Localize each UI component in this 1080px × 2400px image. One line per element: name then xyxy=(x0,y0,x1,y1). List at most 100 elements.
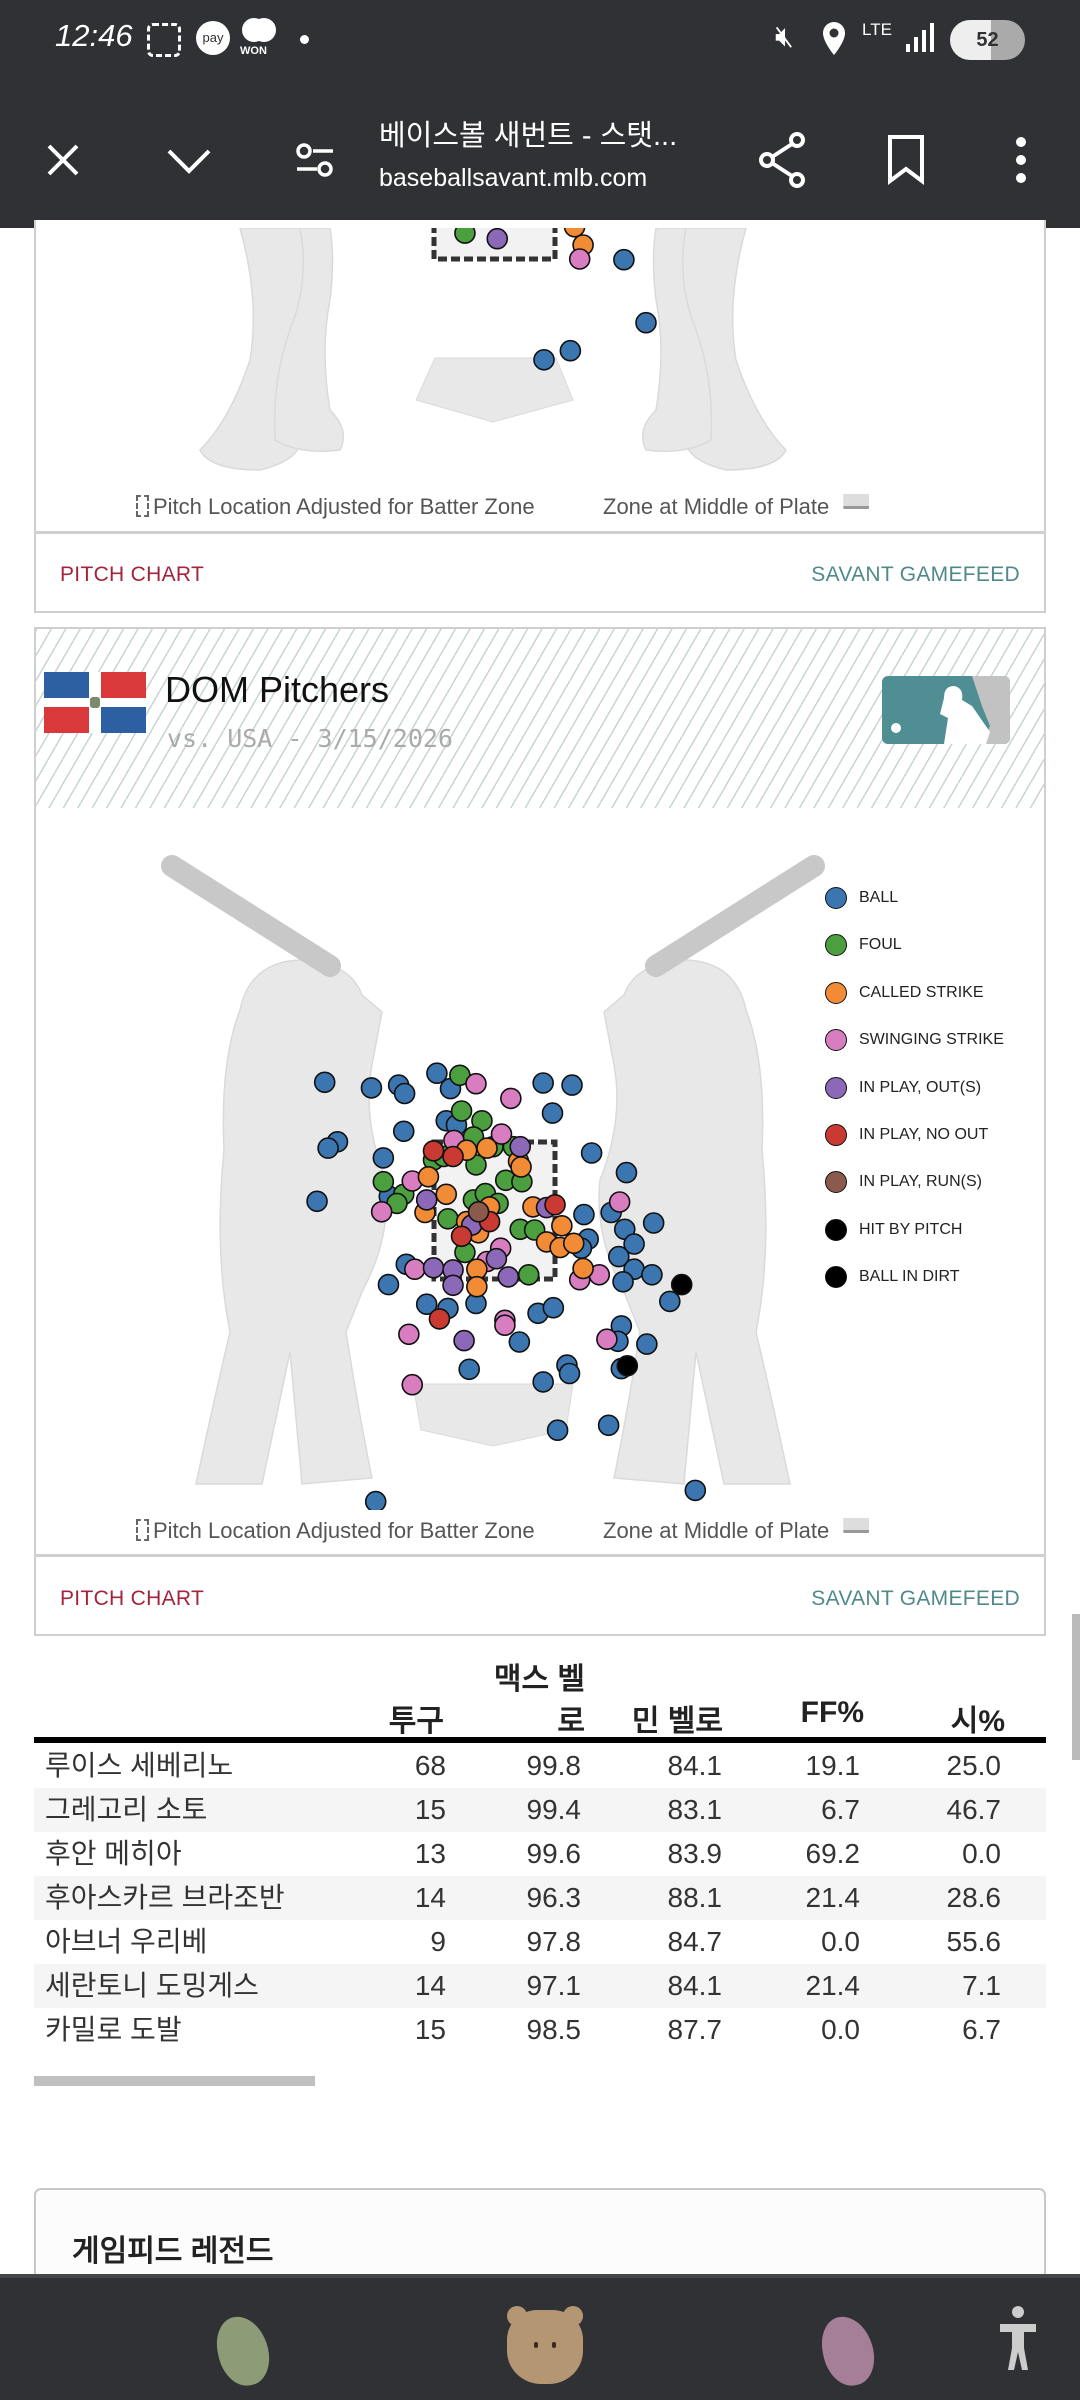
pitcher-name[interactable]: 세란토니 도밍게스 xyxy=(45,1970,259,2001)
pitch-point-ball[interactable] xyxy=(658,1290,681,1313)
legend-item-ball[interactable]: BALL xyxy=(825,886,898,910)
pitch-point-noout[interactable] xyxy=(428,1308,451,1330)
pitch-point-called[interactable] xyxy=(551,1215,573,1237)
pitch-point-ball[interactable] xyxy=(573,1203,595,1226)
table-row[interactable]: 후아스카르 브라조반 14 96.3 88.1 21.4 28.6 xyxy=(34,1876,1046,1920)
nav-button-purple[interactable] xyxy=(816,2298,880,2394)
pitch-point-foul[interactable] xyxy=(437,1208,459,1230)
pitch-point-out[interactable] xyxy=(486,228,509,250)
legend-item-swinging[interactable]: SWINGING STRIKE xyxy=(825,1028,1004,1052)
pitch-point-swinging[interactable] xyxy=(403,1258,426,1280)
pitch-point-called[interactable] xyxy=(562,1232,585,1255)
pitch-chart-link[interactable]: PITCH CHART xyxy=(60,1587,205,1610)
pitch-point-ball[interactable] xyxy=(458,1358,481,1381)
legend-item-foul[interactable]: FOUL xyxy=(825,933,902,957)
page-url[interactable]: baseballsavant.mlb.com xyxy=(379,164,648,192)
pitch-point-ball[interactable] xyxy=(313,1071,336,1094)
pitch-chart-link[interactable]: PITCH CHART xyxy=(60,563,205,586)
pitch-point-called[interactable] xyxy=(466,1275,488,1298)
pitch-point-foul[interactable] xyxy=(517,1264,540,1286)
minimize-button[interactable] xyxy=(159,130,219,190)
pitch-point-swinging[interactable] xyxy=(465,1072,487,1095)
pitch-point-ball[interactable] xyxy=(372,1147,395,1169)
pitch-point-ball[interactable] xyxy=(533,348,555,371)
pitcher-name[interactable]: 후아스카르 브라조반 xyxy=(45,1882,285,1913)
site-settings-button[interactable] xyxy=(285,130,345,190)
pitch-point-called[interactable] xyxy=(476,1137,498,1159)
vertical-scrollbar[interactable] xyxy=(1072,1614,1080,1760)
pitch-point-foul[interactable] xyxy=(450,1100,473,1122)
table-row[interactable]: 아브너 우리베 9 97.8 84.7 0.0 55.6 xyxy=(34,1920,1046,1964)
bookmark-button[interactable] xyxy=(876,130,936,190)
pitch-point-ball[interactable] xyxy=(392,1120,415,1143)
table-row[interactable]: 그레고리 소토 15 99.4 83.1 6.7 46.7 xyxy=(34,1788,1046,1832)
pitch-point-called[interactable] xyxy=(435,1183,458,1206)
pitcher-name[interactable]: 카밀로 도발 xyxy=(45,2014,182,2045)
pitch-point-swinging[interactable] xyxy=(568,248,591,270)
legend-item-hbp[interactable]: HIT BY PITCH xyxy=(825,1218,962,1242)
legend-item-called[interactable]: CALLED STRIKE xyxy=(825,981,983,1005)
table-row[interactable]: 루이스 세베리노 68 99.8 84.1 19.1 25.0 xyxy=(34,1744,1046,1788)
table-row[interactable]: 카밀로 도발 15 98.5 87.7 0.0 6.7 xyxy=(34,2008,1046,2052)
pitch-point-ball[interactable] xyxy=(597,1414,620,1437)
pitch-point-out[interactable] xyxy=(485,1247,508,1270)
savant-gamefeed-link[interactable]: SAVANT GAMEFEED xyxy=(811,563,1020,586)
legend-item-dirt[interactable]: BALL IN DIRT xyxy=(825,1265,959,1289)
header-max-velo[interactable]: 맥스 벨 xyxy=(493,1663,585,1696)
pitch-point-ball[interactable] xyxy=(415,1293,438,1315)
pitch-point-ball[interactable] xyxy=(393,1082,416,1105)
pitch-point-ball[interactable] xyxy=(623,1233,645,1255)
pitch-point-ball[interactable] xyxy=(532,1072,554,1094)
header-min-velo[interactable]: 민 벨로 xyxy=(631,1705,723,1738)
header-ff-pct[interactable]: FF% xyxy=(800,1696,864,1729)
pitch-point-out[interactable] xyxy=(422,1257,445,1279)
pitch-point-out[interactable] xyxy=(415,1189,438,1211)
pitch-point-ball[interactable] xyxy=(607,1245,630,1268)
pitch-point-swinging[interactable] xyxy=(401,1373,424,1396)
pitch-point-noout[interactable] xyxy=(422,1140,445,1162)
pitch-point-out[interactable] xyxy=(453,1329,475,1352)
pitch-point-runs[interactable] xyxy=(467,1201,490,1223)
legend-item-noout[interactable]: IN PLAY, NO OUT xyxy=(825,1123,988,1147)
pitch-point-swinging[interactable] xyxy=(608,1191,631,1213)
pitch-point-ball[interactable] xyxy=(508,1331,531,1353)
pitch-point-called[interactable] xyxy=(510,1156,532,1178)
table-row[interactable]: 후안 메히아 13 99.6 83.9 69.2 0.0 xyxy=(34,1832,1046,1876)
pitch-point-dirt[interactable] xyxy=(616,1355,639,1377)
pitch-point-noout[interactable] xyxy=(450,1225,473,1248)
pitch-point-out[interactable] xyxy=(497,1266,520,1288)
legend-item-runs[interactable]: IN PLAY, RUN(S) xyxy=(825,1170,982,1194)
pitch-point-ball[interactable] xyxy=(636,1333,658,1355)
pitch-point-ball[interactable] xyxy=(580,1142,603,1164)
pitch-point-called[interactable] xyxy=(563,228,586,238)
pitch-point-ball[interactable] xyxy=(635,311,657,334)
more-options-button[interactable] xyxy=(991,130,1051,190)
pitch-point-ball[interactable] xyxy=(559,339,582,362)
pitcher-name[interactable]: 루이스 세베리노 xyxy=(45,1750,234,1781)
pitch-point-swinging[interactable] xyxy=(596,1328,618,1350)
header-max-velo-2[interactable]: 로 xyxy=(557,1705,585,1738)
pitch-point-ball[interactable] xyxy=(641,1264,663,1286)
nav-button-green[interactable] xyxy=(211,2298,275,2394)
pitch-point-out[interactable] xyxy=(442,1274,464,1297)
savant-gamefeed-link[interactable]: SAVANT GAMEFEED xyxy=(811,1587,1020,1610)
pitch-point-swinging[interactable] xyxy=(500,1087,522,1110)
pitch-point-ball[interactable] xyxy=(684,1479,707,1502)
pitch-point-ball[interactable] xyxy=(364,1490,387,1510)
pitch-point-called[interactable] xyxy=(572,1257,594,1280)
pitch-point-noout[interactable] xyxy=(544,1194,566,1216)
pitch-point-foul[interactable] xyxy=(372,1170,395,1193)
pitch-point-swinging[interactable] xyxy=(494,1314,516,1336)
header-si-pct[interactable]: 시% xyxy=(950,1705,1005,1738)
accessibility-button[interactable] xyxy=(994,2304,1042,2374)
pitch-point-out[interactable] xyxy=(509,1135,532,1158)
table-row[interactable]: 세란토니 도밍게스 14 97.1 84.1 21.4 7.1 xyxy=(34,1964,1046,2008)
pitch-point-ball[interactable] xyxy=(377,1273,400,1296)
pitcher-name[interactable]: 후안 메히아 xyxy=(45,1838,182,1869)
pitch-point-hbp[interactable] xyxy=(670,1273,693,1296)
header-pitches[interactable]: 투구 xyxy=(388,1705,444,1738)
nav-button-home[interactable] xyxy=(505,2298,585,2394)
pitch-point-ball[interactable] xyxy=(546,1419,569,1441)
pitch-point-ball[interactable] xyxy=(615,1161,638,1184)
share-button[interactable] xyxy=(752,130,812,190)
